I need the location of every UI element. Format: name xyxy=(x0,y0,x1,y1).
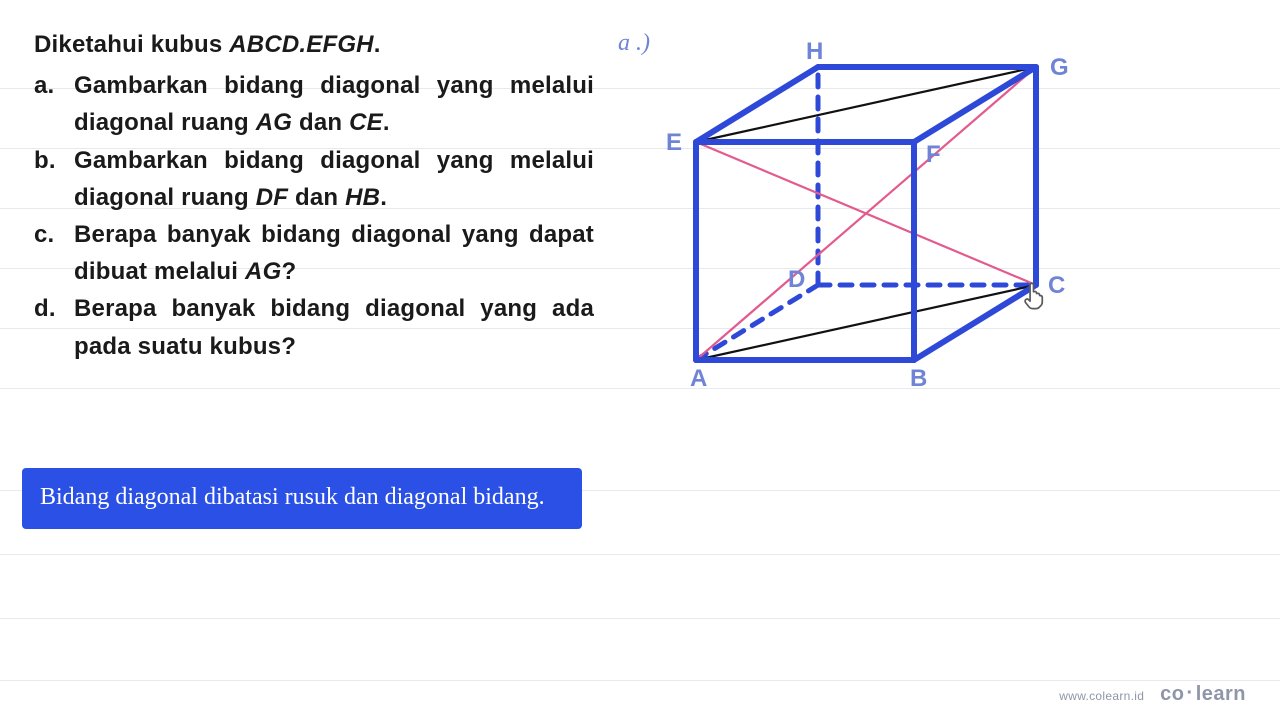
item-marker: d. xyxy=(34,290,56,364)
question-item: a.Gambarkan bidang diagonal yang melalui… xyxy=(34,67,594,141)
note-text: Bidang diagonal dibatasi rusuk dan diago… xyxy=(40,484,545,510)
item-marker: c. xyxy=(34,216,56,290)
item-marker: b. xyxy=(34,142,56,216)
item-marker: a. xyxy=(34,67,56,141)
question-intro: Diketahui kubus ABCD.EFGH. xyxy=(34,26,594,63)
svg-text:A: A xyxy=(690,365,707,392)
footer: www.colearn.id co·learn xyxy=(1059,683,1246,706)
content-layer: Diketahui kubus ABCD.EFGH. a.Gambarkan b… xyxy=(0,0,1280,720)
footer-logo: co·learn xyxy=(1160,683,1246,706)
item-text: Berapa banyak bidang diagonal yang ada p… xyxy=(74,290,594,364)
logo-dot: · xyxy=(1185,682,1196,704)
logo-post: learn xyxy=(1196,683,1246,705)
svg-text:C: C xyxy=(1048,272,1065,299)
svg-text:H: H xyxy=(806,38,823,65)
question-list: a.Gambarkan bidang diagonal yang melalui… xyxy=(34,67,594,365)
footer-site: www.colearn.id xyxy=(1059,689,1144,703)
question-block: Diketahui kubus ABCD.EFGH. a.Gambarkan b… xyxy=(34,26,594,365)
note-box: Bidang diagonal dibatasi rusuk dan diago… xyxy=(22,468,582,529)
intro-post: . xyxy=(374,31,381,58)
question-item: b.Gambarkan bidang diagonal yang melalui… xyxy=(34,142,594,216)
item-text: Berapa banyak bidang diagonal yang dapat… xyxy=(74,216,594,290)
svg-text:F: F xyxy=(926,141,941,168)
question-item: d.Berapa banyak bidang diagonal yang ada… xyxy=(34,290,594,364)
svg-text:E: E xyxy=(666,129,682,156)
svg-text:G: G xyxy=(1050,54,1069,81)
logo-pre: co xyxy=(1160,683,1184,705)
item-text: Gambarkan bidang diagonal yang melalui d… xyxy=(74,67,594,141)
svg-text:D: D xyxy=(788,266,805,293)
cube-diagram: A B C D E F G H xyxy=(636,30,1066,390)
question-item: c.Berapa banyak bidang diagonal yang dap… xyxy=(34,216,594,290)
intro-pre: Diketahui kubus xyxy=(34,31,229,58)
item-text: Gambarkan bidang diagonal yang melalui d… xyxy=(74,142,594,216)
svg-text:B: B xyxy=(910,365,927,392)
intro-ital: ABCD.EFGH xyxy=(229,31,373,58)
